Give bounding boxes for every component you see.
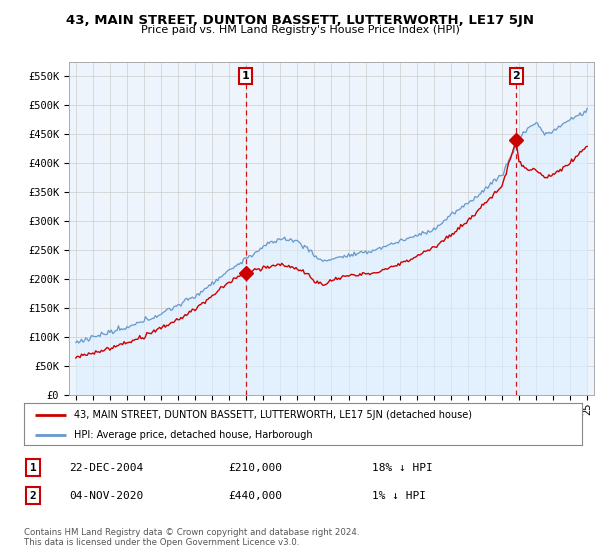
Text: Price paid vs. HM Land Registry's House Price Index (HPI): Price paid vs. HM Land Registry's House … (140, 25, 460, 35)
Text: 04-NOV-2020: 04-NOV-2020 (69, 491, 143, 501)
Text: 2: 2 (512, 71, 520, 81)
Text: 1: 1 (29, 463, 37, 473)
Text: 43, MAIN STREET, DUNTON BASSETT, LUTTERWORTH, LE17 5JN (detached house): 43, MAIN STREET, DUNTON BASSETT, LUTTERW… (74, 409, 472, 419)
Text: £440,000: £440,000 (228, 491, 282, 501)
Text: 1% ↓ HPI: 1% ↓ HPI (372, 491, 426, 501)
Text: HPI: Average price, detached house, Harborough: HPI: Average price, detached house, Harb… (74, 430, 313, 440)
Text: 1: 1 (242, 71, 250, 81)
Text: Contains HM Land Registry data © Crown copyright and database right 2024.
This d: Contains HM Land Registry data © Crown c… (24, 528, 359, 547)
Text: £210,000: £210,000 (228, 463, 282, 473)
Text: 2: 2 (29, 491, 37, 501)
Text: 18% ↓ HPI: 18% ↓ HPI (372, 463, 433, 473)
Text: 22-DEC-2004: 22-DEC-2004 (69, 463, 143, 473)
Text: 43, MAIN STREET, DUNTON BASSETT, LUTTERWORTH, LE17 5JN: 43, MAIN STREET, DUNTON BASSETT, LUTTERW… (66, 14, 534, 27)
